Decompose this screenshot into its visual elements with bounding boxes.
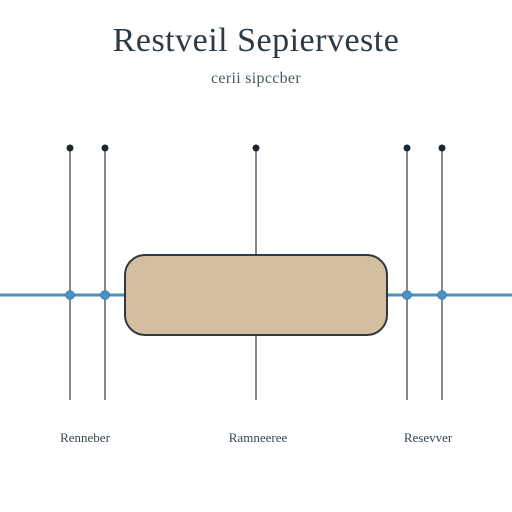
resistor-diagram: [0, 120, 512, 400]
figure-subtitle: cerii sipccber: [0, 70, 512, 88]
resistor-body: [125, 255, 387, 335]
label-right: Resevver: [404, 430, 452, 446]
top-dots: [67, 145, 446, 152]
label-center: Ramneeree: [229, 430, 287, 446]
figure-canvas: Restveil Sepierveste cerii sipccber: [0, 0, 512, 512]
label-left: Renneber: [60, 430, 110, 446]
figure-title: Restveil Sepierveste: [0, 22, 512, 60]
